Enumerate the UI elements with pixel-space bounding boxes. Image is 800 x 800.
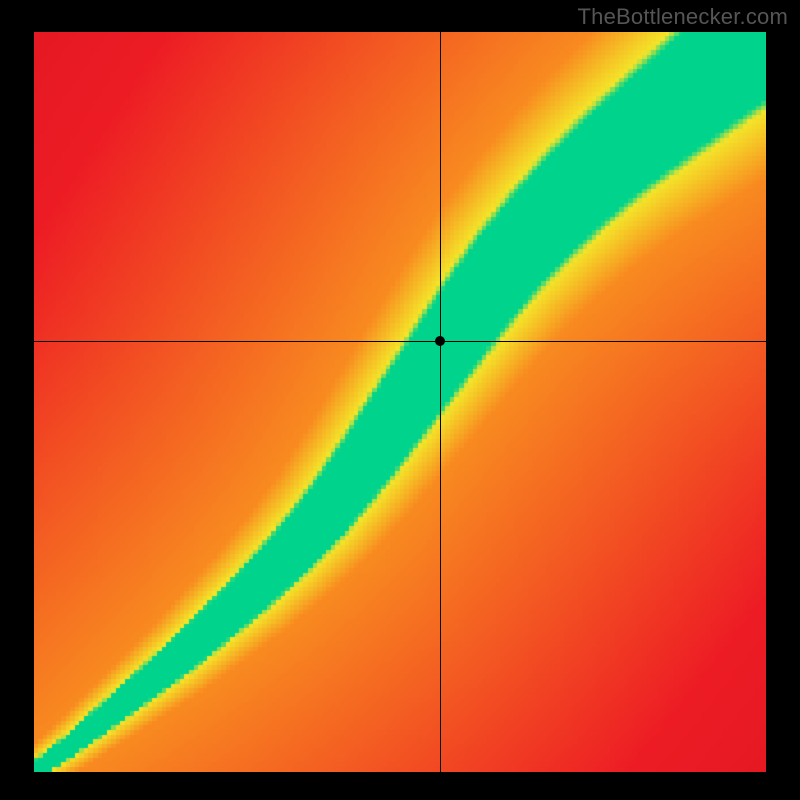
crosshair-marker — [435, 336, 445, 346]
crosshair-vertical — [440, 32, 441, 772]
chart-container: TheBottlenecker.com — [0, 0, 800, 800]
watermark-text: TheBottlenecker.com — [578, 4, 788, 30]
crosshair-horizontal — [34, 341, 766, 342]
heatmap-canvas — [34, 32, 766, 772]
heatmap-plot — [34, 32, 766, 772]
